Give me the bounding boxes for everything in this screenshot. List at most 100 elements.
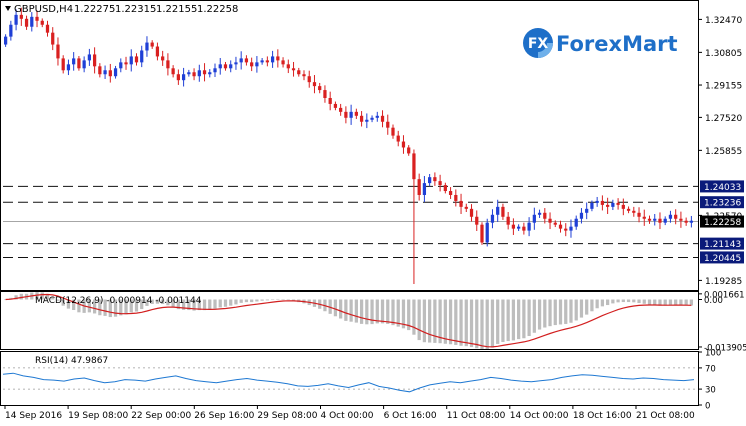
- candle[interactable]: [155, 42, 160, 61]
- candle[interactable]: [208, 69, 212, 78]
- candle[interactable]: [522, 222, 526, 235]
- candle[interactable]: [375, 111, 379, 122]
- candle[interactable]: [92, 47, 97, 74]
- candle[interactable]: [312, 75, 317, 94]
- candle[interactable]: [537, 209, 542, 218]
- candle[interactable]: [401, 135, 406, 154]
- candle[interactable]: [475, 210, 479, 232]
- candle[interactable]: [585, 202, 589, 220]
- candle[interactable]: [428, 174, 432, 187]
- candle[interactable]: [543, 208, 547, 224]
- candle[interactable]: [590, 200, 594, 212]
- candle[interactable]: [45, 20, 50, 37]
- candle[interactable]: [223, 61, 228, 71]
- candle[interactable]: [140, 45, 144, 68]
- candle[interactable]: [56, 37, 60, 66]
- candle[interactable]: [265, 56, 269, 67]
- candle[interactable]: [485, 218, 489, 247]
- candle[interactable]: [469, 204, 474, 222]
- candle[interactable]: [564, 223, 568, 237]
- candle[interactable]: [517, 224, 521, 232]
- candle[interactable]: [281, 57, 285, 68]
- candle[interactable]: [119, 58, 123, 73]
- candle[interactable]: [181, 67, 186, 87]
- candle[interactable]: [569, 219, 573, 238]
- candle[interactable]: [291, 61, 296, 77]
- candle[interactable]: [72, 52, 76, 71]
- candle[interactable]: [443, 182, 447, 194]
- candle[interactable]: [3, 34, 8, 47]
- candle[interactable]: [454, 189, 458, 207]
- candle[interactable]: [171, 65, 175, 78]
- candle[interactable]: [674, 209, 678, 225]
- candle[interactable]: [19, 7, 23, 26]
- candle[interactable]: [30, 12, 34, 32]
- candle[interactable]: [637, 207, 641, 223]
- candle[interactable]: [632, 206, 636, 217]
- candle[interactable]: [558, 220, 563, 233]
- candle[interactable]: [448, 187, 453, 199]
- candle[interactable]: [307, 70, 311, 88]
- candle[interactable]: [166, 53, 170, 76]
- candle[interactable]: [396, 130, 400, 147]
- candle[interactable]: [422, 175, 427, 203]
- candle[interactable]: [359, 111, 364, 127]
- candle[interactable]: [239, 51, 243, 70]
- candle[interactable]: [600, 195, 605, 211]
- candle[interactable]: [234, 56, 238, 70]
- candle[interactable]: [621, 198, 625, 216]
- candle[interactable]: [684, 217, 688, 226]
- candle[interactable]: [276, 49, 280, 68]
- candle[interactable]: [98, 63, 102, 78]
- candle[interactable]: [386, 114, 390, 135]
- candle[interactable]: [548, 212, 552, 230]
- candle[interactable]: [61, 55, 65, 74]
- candle[interactable]: [365, 113, 369, 129]
- candle[interactable]: [187, 69, 191, 77]
- candle[interactable]: [66, 59, 71, 76]
- candle[interactable]: [260, 58, 264, 65]
- candle[interactable]: [145, 36, 149, 57]
- candle[interactable]: [333, 101, 338, 111]
- candle[interactable]: [150, 40, 154, 49]
- candle[interactable]: [82, 56, 86, 73]
- candle[interactable]: [407, 145, 411, 156]
- candle[interactable]: [51, 27, 55, 51]
- candle[interactable]: [506, 212, 510, 230]
- candle[interactable]: [87, 48, 91, 66]
- candle[interactable]: [244, 55, 249, 66]
- candle[interactable]: [459, 193, 463, 214]
- candle[interactable]: [270, 50, 275, 68]
- candle[interactable]: [134, 53, 139, 66]
- candle[interactable]: [103, 65, 107, 79]
- candle[interactable]: [113, 65, 118, 79]
- candle[interactable]: [490, 209, 495, 229]
- candle[interactable]: [553, 220, 557, 228]
- candle[interactable]: [24, 15, 29, 30]
- candle[interactable]: [202, 63, 207, 82]
- candle[interactable]: [318, 82, 322, 94]
- candle[interactable]: [354, 108, 358, 119]
- candle[interactable]: [496, 199, 500, 222]
- candle[interactable]: [606, 197, 610, 214]
- candle[interactable]: [129, 49, 133, 72]
- candle[interactable]: [595, 196, 599, 207]
- candle[interactable]: [642, 209, 646, 226]
- candle[interactable]: [611, 199, 615, 211]
- candle[interactable]: [464, 203, 468, 213]
- candle[interactable]: [480, 222, 484, 245]
- candle[interactable]: [679, 211, 683, 228]
- dropdown-triangle-icon[interactable]: [5, 6, 11, 11]
- candle[interactable]: [668, 210, 673, 223]
- candle[interactable]: [653, 213, 657, 226]
- candle[interactable]: [197, 64, 201, 82]
- candle[interactable]: [663, 216, 667, 226]
- candle[interactable]: [161, 50, 165, 66]
- candle[interactable]: [501, 203, 505, 220]
- candle[interactable]: [574, 215, 578, 230]
- candle[interactable]: [349, 104, 353, 125]
- candle[interactable]: [647, 215, 652, 224]
- candle[interactable]: [579, 208, 584, 224]
- candle[interactable]: [689, 215, 694, 228]
